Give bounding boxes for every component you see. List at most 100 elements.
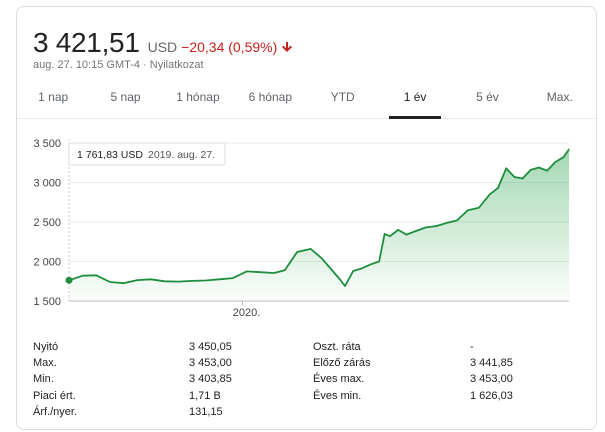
quote-subline: aug. 27. 10:15 GMT-4 · Nyilatkozat: [33, 59, 204, 71]
stat-row: Előző zárás 3 441,85: [313, 355, 573, 371]
tooltip-value: 1 761,83 USD: [77, 149, 143, 161]
tab-range[interactable]: YTD: [330, 90, 355, 104]
quote-timestamp: aug. 27. 10:15 GMT-4: [33, 59, 141, 71]
data-point: [150, 278, 152, 280]
data-point: [389, 235, 391, 237]
data-point: [123, 282, 125, 284]
data-point: [136, 279, 138, 281]
data-point: [218, 278, 220, 280]
hover-point: [65, 276, 73, 284]
x-tick-label: 2020.: [233, 307, 261, 319]
data-point: [397, 229, 399, 231]
data-point: [95, 274, 97, 276]
tooltip-date: 2019. aug. 27.: [148, 149, 215, 161]
data-point: [435, 225, 438, 227]
subline-separator: ·: [140, 59, 150, 71]
tab-range[interactable]: 5 év: [476, 90, 499, 104]
tab-range[interactable]: 1 év: [379, 83, 451, 118]
data-point: [296, 251, 298, 253]
tab-range[interactable]: Max.: [546, 90, 573, 104]
data-point: [446, 222, 449, 224]
data-point: [82, 275, 84, 277]
y-tick-label: 1 500: [33, 296, 61, 308]
data-point: [284, 269, 286, 271]
data-point: [177, 281, 179, 283]
data-point: [467, 209, 469, 211]
stat-label: Nyitó: [33, 341, 59, 353]
tab-range[interactable]: 1 hónap: [176, 90, 220, 104]
data-point: [505, 167, 507, 169]
data-point: [478, 207, 480, 209]
stat-row: Min. 3 403,85: [33, 371, 293, 387]
tab-range[interactable]: 6 hónap: [248, 90, 292, 104]
y-tick-label: 3 500: [33, 138, 61, 150]
data-point: [109, 281, 111, 283]
data-point: [310, 248, 312, 250]
tab-range[interactable]: 1 nap: [38, 90, 69, 104]
data-point: [424, 226, 427, 229]
data-point: [405, 234, 408, 236]
stat-value: 3 441,85: [470, 357, 513, 370]
data-point: [568, 148, 570, 150]
tab-range[interactable]: 5 nap: [110, 90, 141, 104]
data-point: [352, 270, 354, 272]
disclaimer-link[interactable]: Nyilatkozat: [149, 59, 204, 71]
stat-value: 3 453,00: [470, 373, 513, 386]
price-chart[interactable]: 3 500 3 000 2 500 2 000 1 500 2020. 1 761,83…: [17, 123, 596, 323]
data-point: [370, 263, 372, 265]
stat-row: Éves min. 1 626,03: [313, 388, 573, 404]
stat-value: 1 626,03: [470, 389, 513, 402]
stat-row: Nyitó 3 450,05: [33, 339, 293, 355]
data-point: [497, 187, 499, 189]
stat-label: Oszt. ráta: [313, 341, 361, 353]
data-point: [554, 161, 556, 163]
stat-value: 3 403,85: [189, 373, 232, 386]
current-price: 3 421,51: [33, 27, 140, 58]
y-tick-label: 2 500: [33, 217, 61, 229]
data-point: [414, 230, 416, 233]
stat-label: Előző zárás: [313, 357, 371, 370]
stat-label: Árf./nyer.: [33, 405, 78, 418]
data-point: [191, 280, 193, 282]
data-point: [259, 271, 261, 273]
stat-value: 3 450,05: [189, 341, 232, 353]
stat-row: Oszt. ráta -: [313, 339, 573, 355]
data-point: [513, 176, 515, 178]
data-point: [489, 193, 491, 195]
data-point: [383, 233, 386, 235]
data-point: [538, 166, 540, 169]
data-point: [344, 285, 346, 287]
y-axis-ticks: 3 500 3 000 2 500 2 000 1 500: [33, 138, 61, 308]
tooltip-background: [68, 142, 226, 166]
data-point: [273, 272, 275, 274]
stat-value: 3 453,00: [189, 357, 232, 370]
data-point: [205, 279, 207, 282]
stat-value: 1,71 B: [189, 389, 221, 402]
data-point: [321, 257, 323, 259]
price-change: −20,34 (0,59%): [181, 39, 278, 55]
y-tick-label: 2 000: [33, 257, 61, 269]
data-point: [330, 268, 332, 270]
stat-row: Árf./nyer. 131,15: [33, 404, 293, 420]
tooltip-box: 1 761,83 USD 2019. aug. 27.: [68, 142, 226, 166]
stat-label: Max.: [33, 357, 57, 370]
y-tick-label: 3 000: [33, 178, 61, 190]
arrow-down-icon: [281, 40, 293, 52]
stat-row: Max. 3 453,00: [33, 355, 293, 371]
currency-label: USD: [147, 39, 178, 55]
price-row: 3 421,51 USD −20,34 (0,59%): [33, 27, 293, 59]
chart-data-points: [65, 148, 570, 287]
stat-value: -: [470, 341, 474, 353]
data-point: [562, 156, 565, 158]
range-tabs: 1 nap 5 nap 1 hónap 6 hónap YTD 1 év 5 év Max.: [17, 83, 596, 119]
data-point: [456, 219, 458, 222]
stat-label: Éves max.: [313, 373, 365, 386]
stat-label: Min.: [33, 373, 54, 386]
data-point: [164, 280, 166, 282]
data-point: [360, 268, 362, 270]
chart-area-fill: [69, 149, 569, 301]
data-point: [378, 260, 380, 263]
stock-card: 3 421,51 USD −20,34 (0,59%) aug. 27. 10:…: [16, 6, 597, 430]
data-point: [232, 277, 234, 279]
data-point: [530, 169, 532, 171]
